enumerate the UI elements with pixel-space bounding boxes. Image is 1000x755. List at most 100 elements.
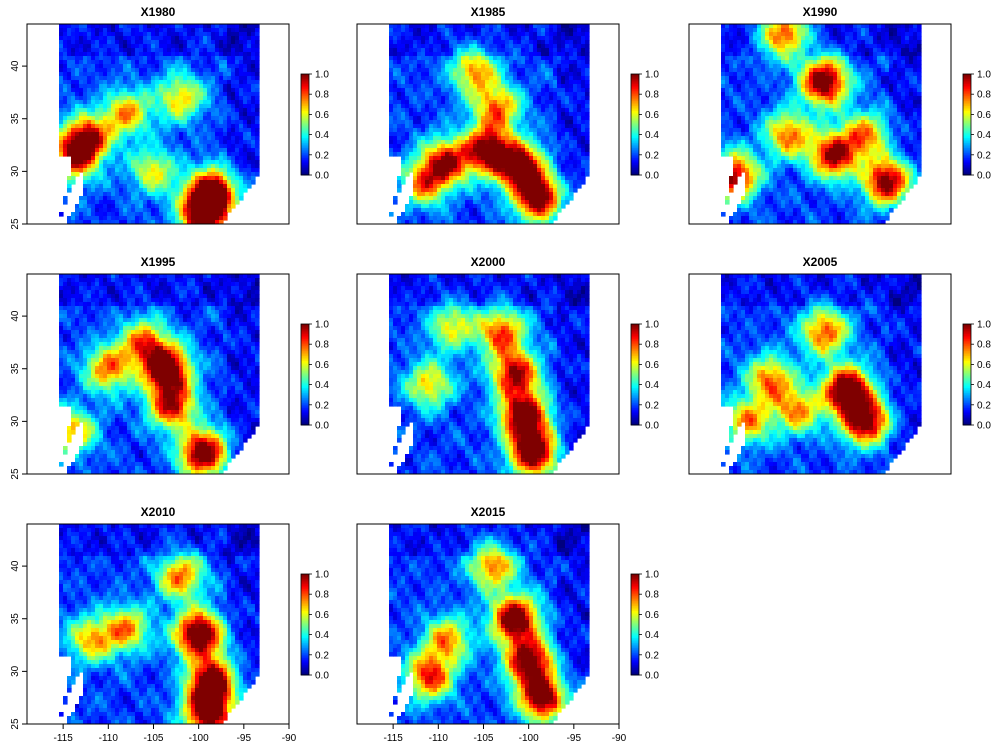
raster-cell <box>67 96 72 101</box>
raster-cell <box>255 48 260 53</box>
raster-cell <box>413 132 418 137</box>
raster-cell <box>533 128 538 133</box>
raster-cell <box>243 40 248 45</box>
raster-cell <box>497 24 502 29</box>
raster-cell <box>529 80 534 85</box>
raster-cell <box>119 56 124 61</box>
raster-cell <box>537 136 542 141</box>
raster-cell <box>553 212 558 217</box>
raster-cell <box>227 208 232 213</box>
raster-cell <box>227 28 232 33</box>
raster-cell <box>95 64 100 69</box>
raster-cell <box>497 80 502 85</box>
raster-cell <box>445 24 450 29</box>
raster-cell <box>497 36 502 41</box>
raster-cell <box>481 124 486 129</box>
raster-cell <box>533 28 538 33</box>
raster-cell <box>537 92 542 97</box>
raster-cell <box>243 128 248 133</box>
raster-cell <box>513 168 518 173</box>
raster-cell <box>525 136 530 141</box>
raster-cell <box>541 88 546 93</box>
raster-cell <box>99 72 104 77</box>
raster-cell <box>91 104 96 109</box>
raster-cell <box>409 112 414 117</box>
raster-cell <box>79 84 84 89</box>
raster-cell <box>103 140 108 145</box>
raster-cell <box>195 108 200 113</box>
raster-cell <box>437 132 442 137</box>
raster-cell <box>481 24 486 29</box>
raster-cell <box>437 156 442 161</box>
raster-cell <box>557 68 562 73</box>
raster-cell <box>167 36 172 41</box>
raster-cell <box>175 120 180 125</box>
raster-cell <box>239 60 244 65</box>
raster-cell <box>557 108 562 113</box>
raster-cell <box>441 168 446 173</box>
raster-cell <box>119 44 124 49</box>
raster-cell <box>115 120 120 125</box>
raster-cell <box>83 56 88 61</box>
raster-cell <box>95 196 100 201</box>
raster-cell <box>449 52 454 57</box>
raster-cell <box>477 108 482 113</box>
raster-cell <box>433 92 438 97</box>
raster-cell <box>155 104 160 109</box>
raster-layer <box>389 24 590 225</box>
raster-cell <box>777 28 782 33</box>
raster-cell <box>147 84 152 89</box>
raster-cell <box>417 172 422 177</box>
raster-cell <box>501 32 506 37</box>
raster-cell <box>143 132 148 137</box>
raster-cell <box>103 192 108 197</box>
raster-cell <box>63 200 68 205</box>
raster-cell <box>537 184 542 189</box>
raster-cell <box>549 116 554 121</box>
raster-cell <box>481 64 486 69</box>
raster-cell <box>417 192 422 197</box>
raster-cell <box>461 176 466 181</box>
raster-cell <box>63 88 68 93</box>
raster-cell <box>453 80 458 85</box>
raster-cell <box>71 84 76 89</box>
raster-cell <box>581 56 586 61</box>
raster-cell <box>493 128 498 133</box>
raster-cell <box>481 176 486 181</box>
raster-cell <box>71 128 76 133</box>
raster-cell <box>95 84 100 89</box>
raster-cell <box>521 120 526 125</box>
raster-cell <box>147 88 152 93</box>
raster-cell <box>243 156 248 161</box>
raster-cell <box>425 108 430 113</box>
raster-cell <box>497 72 502 77</box>
raster-cell <box>577 64 582 69</box>
raster-cell <box>179 100 184 105</box>
raster-cell <box>417 84 422 89</box>
raster-cell <box>413 156 418 161</box>
raster-cell <box>557 192 562 197</box>
raster-cell <box>397 24 402 29</box>
raster-cell <box>433 84 438 89</box>
raster-cell <box>235 172 240 177</box>
raster-cell <box>393 116 398 121</box>
raster-cell <box>461 120 466 125</box>
raster-cell <box>147 112 152 117</box>
raster-cell <box>167 24 172 29</box>
raster-cell <box>437 104 442 109</box>
raster-cell <box>107 128 112 133</box>
raster-cell <box>79 212 84 217</box>
raster-cell <box>75 164 80 169</box>
raster-cell <box>489 172 494 177</box>
raster-cell <box>781 28 786 33</box>
raster-cell <box>147 116 152 121</box>
raster-cell <box>115 48 120 53</box>
raster-cell <box>437 124 442 129</box>
raster-cell <box>191 132 196 137</box>
raster-cell <box>191 32 196 37</box>
raster-cell <box>569 60 574 65</box>
raster-cell <box>469 140 474 145</box>
raster-cell <box>151 52 156 57</box>
raster-cell <box>87 76 92 81</box>
raster-cell <box>151 60 156 65</box>
